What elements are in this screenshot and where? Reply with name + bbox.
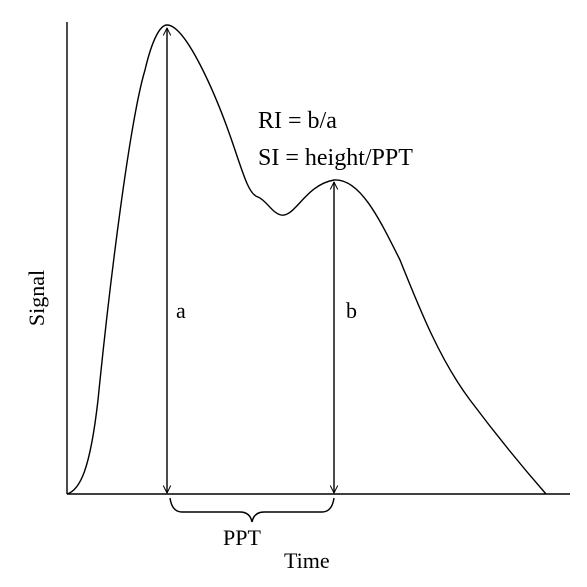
label-a: a: [176, 298, 186, 323]
label-ppt: PPT: [223, 525, 261, 550]
label-b: b: [346, 298, 357, 323]
y-axis-label: Signal: [24, 270, 49, 326]
formula-si: SI = height/PPT: [258, 145, 413, 171]
ppt-brace: [169, 497, 335, 523]
formula-ri: RI = b/a: [258, 108, 337, 134]
signal-waveform: [66, 24, 547, 495]
x-axis-label: Time: [284, 548, 330, 573]
